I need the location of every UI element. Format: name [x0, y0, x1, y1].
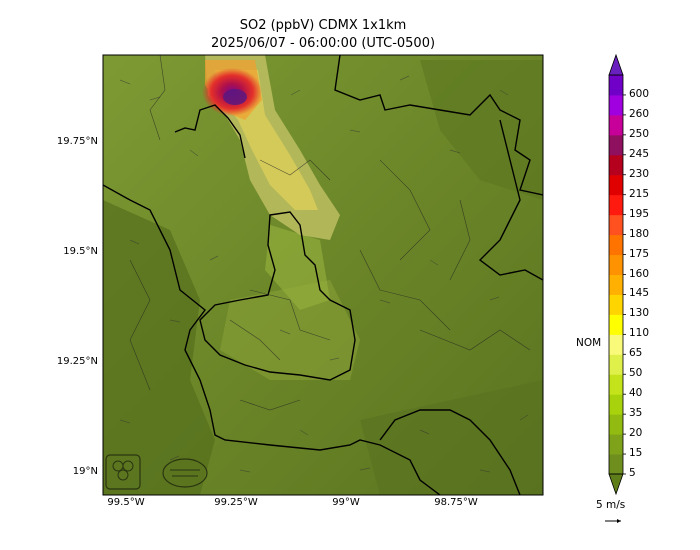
- wind-vectors: [119, 75, 529, 473]
- colorbar-segment: [609, 254, 623, 275]
- colorbar-tick-label: 130: [629, 307, 650, 320]
- terrain-northeast: [420, 60, 543, 200]
- colorbar: [608, 53, 626, 496]
- colorbar-tick-label: 35: [629, 407, 643, 420]
- colorbar-segment: [609, 234, 623, 256]
- colorbar-segment: [609, 274, 623, 295]
- colorbar-tick-label: 65: [629, 347, 643, 360]
- colorbar-tick-label: 40: [629, 387, 643, 400]
- colorbar-segment: [609, 334, 623, 355]
- colorbar-tick-label: 600: [629, 87, 650, 100]
- map-title: SO2 (ppbV) CDMX 1x1km: [239, 18, 407, 33]
- lat-label: 19.75°N: [56, 136, 98, 147]
- sedema-logo-icon: [105, 454, 141, 490]
- colorbar-segment: [609, 294, 623, 315]
- lon-label: 99.5°W: [107, 497, 145, 508]
- colorbar-segment: [609, 154, 623, 176]
- colorbar-tick-label: 145: [629, 287, 650, 300]
- colorbar-segment: [609, 174, 623, 196]
- colorbar-tick-label: 260: [629, 107, 650, 120]
- colorbar-extend-min: [608, 473, 624, 496]
- terrain-southeast: [360, 380, 543, 495]
- colorbar-segment: [609, 374, 623, 395]
- lon-label: 99.25°W: [214, 497, 258, 508]
- plume-core: [223, 89, 247, 105]
- nom-label: NOM: [576, 337, 602, 349]
- colorbar-segment: [609, 134, 623, 156]
- map-subtitle: 2025/06/07 - 06:00:00 (UTC-0500): [210, 36, 436, 51]
- colorbar-segment: [609, 194, 623, 216]
- map-panel: [103, 55, 543, 495]
- terrain-valley-north: [265, 225, 330, 310]
- colorbar-segment: [609, 314, 623, 335]
- colorbar-segment: [609, 394, 623, 415]
- colorbar-tick-label: 160: [629, 267, 650, 280]
- colorbar-tick-label: 15: [629, 447, 643, 460]
- state-boundaries: [103, 55, 543, 495]
- aire-logo-icon: [162, 458, 208, 488]
- colorbar-segment: [609, 75, 623, 96]
- municipal-boundaries: [129, 55, 531, 411]
- colorbar-tick-label: 195: [629, 207, 650, 220]
- colorbar-tick-label: 110: [629, 327, 650, 340]
- lat-label: 19.25°N: [56, 356, 98, 367]
- colorbar-segment: [609, 454, 623, 475]
- colorbar-segment: [609, 114, 623, 136]
- wind-key-arrow-icon: [605, 519, 621, 523]
- colorbar-tick-label: 250: [629, 127, 650, 140]
- colorbar-tick-label: 20: [629, 427, 643, 440]
- colorbar-segment: [609, 434, 623, 455]
- terrain-west: [103, 200, 215, 495]
- colorbar-segment: [609, 354, 623, 375]
- colorbar-segment: [609, 94, 623, 116]
- colorbar-tick-label: 180: [629, 227, 650, 240]
- colorbar-segment: [609, 214, 623, 236]
- lon-label: 99°W: [332, 497, 360, 508]
- colorbar-extend-max: [608, 53, 624, 76]
- colorbar-segment: [609, 414, 623, 435]
- colorbar-tick-label: 245: [629, 147, 650, 160]
- colorbar-tick-label: 215: [629, 187, 650, 200]
- terrain-valley: [220, 280, 360, 380]
- lat-label: 19.5°N: [63, 246, 98, 257]
- lat-label: 19°N: [72, 466, 98, 477]
- map-frame: [102, 54, 544, 496]
- lon-label: 98.75°W: [434, 497, 478, 508]
- wind-key-label: 5 m/s: [596, 499, 626, 511]
- colorbar-tick-label: 50: [629, 367, 643, 380]
- colorbar-tick-label: 5: [629, 467, 636, 479]
- colorbar-tick-label: 175: [629, 247, 650, 260]
- colorbar-tick-label: 230: [629, 167, 650, 180]
